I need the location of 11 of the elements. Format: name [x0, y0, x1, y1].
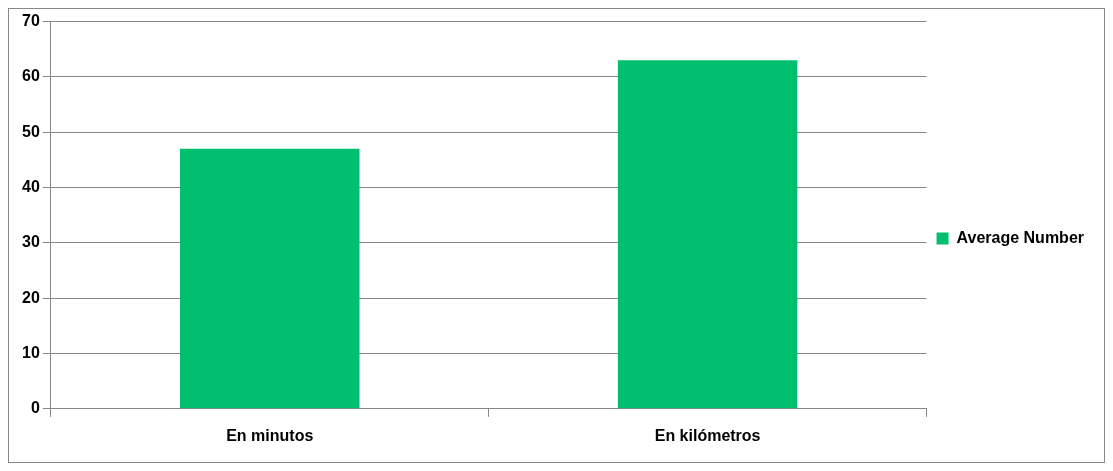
y-tick-label: 50: [22, 122, 40, 140]
y-tick-label: 60: [22, 67, 40, 85]
legend-label: Average Number: [956, 228, 1084, 246]
y-tick-label: 10: [22, 343, 40, 361]
y-tick-label: 0: [30, 399, 40, 417]
y-tick-label: 40: [22, 177, 40, 195]
y-tick-label: 30: [22, 233, 40, 251]
y-tick-label: 70: [22, 12, 40, 30]
y-tick-label: 20: [22, 288, 40, 306]
x-tick-label: En minutos: [226, 426, 314, 444]
x-tick-label: En kilómetros: [654, 426, 761, 444]
